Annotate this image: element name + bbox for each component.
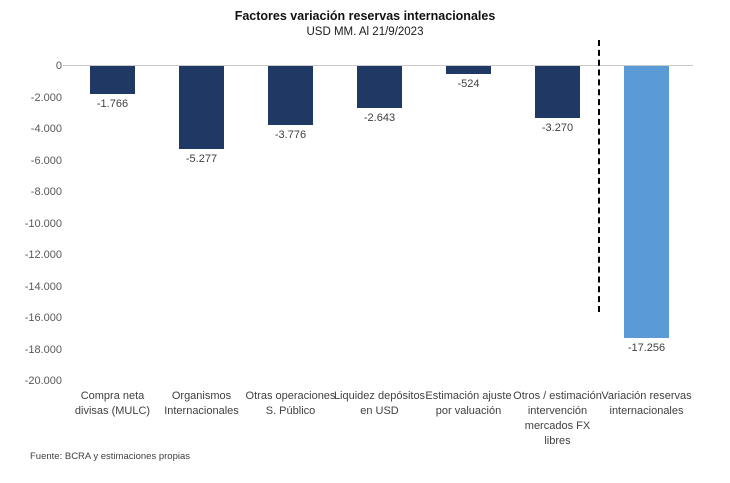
y-tick-label: -16.000 (24, 312, 62, 324)
y-tick-label: -4.000 (30, 123, 62, 135)
bar (90, 66, 135, 94)
bar (535, 66, 580, 118)
chart-subtitle: USD MM. Al 21/9/2023 (306, 26, 424, 38)
y-tick-label: 0 (55, 60, 62, 72)
bar-value-label: -5.277 (185, 153, 218, 166)
y-tick-label: -20.000 (24, 375, 62, 387)
category-label: Organismos Internacionales (164, 390, 239, 417)
zero-axis-line (63, 65, 693, 66)
category-label: Liquidez depósitos en USD (333, 390, 426, 417)
y-tick-label: -14.000 (24, 280, 62, 293)
category-label: Compra neta divisas (MULC) (74, 390, 151, 417)
category-label: Estimación ajuste por valuación (425, 390, 512, 417)
chart-title: Factores variación reservas internaciona… (234, 9, 496, 23)
category-label: Otras operaciones S. Público (245, 390, 336, 417)
category-label: Variación reservas internacionales (601, 390, 692, 417)
y-tick-label: -10.000 (24, 217, 62, 230)
bar (624, 66, 669, 338)
bar (357, 66, 402, 108)
source-note: Fuente: BCRA y estimaciones propias (30, 451, 190, 462)
y-tick-label: -6.000 (30, 154, 62, 167)
bar-value-label: -3.270 (541, 121, 574, 134)
dashed-separator-line (598, 40, 600, 312)
bar-value-label: -524 (457, 78, 480, 91)
y-tick-label: -12.000 (24, 249, 62, 261)
bar (268, 66, 313, 126)
y-tick-label: -18.000 (24, 343, 62, 356)
y-tick-label: -2.000 (30, 91, 62, 104)
y-tick-label: -8.000 (30, 186, 62, 198)
category-label: Otros / estimación intervención mercados… (513, 390, 602, 447)
bar-value-label: -17.256 (627, 341, 666, 354)
bar (446, 66, 491, 75)
bar-value-label: -3.776 (274, 129, 307, 142)
bar (179, 66, 224, 150)
bar-value-label: -1.766 (96, 97, 129, 110)
bar-value-label: -2.643 (363, 111, 396, 124)
